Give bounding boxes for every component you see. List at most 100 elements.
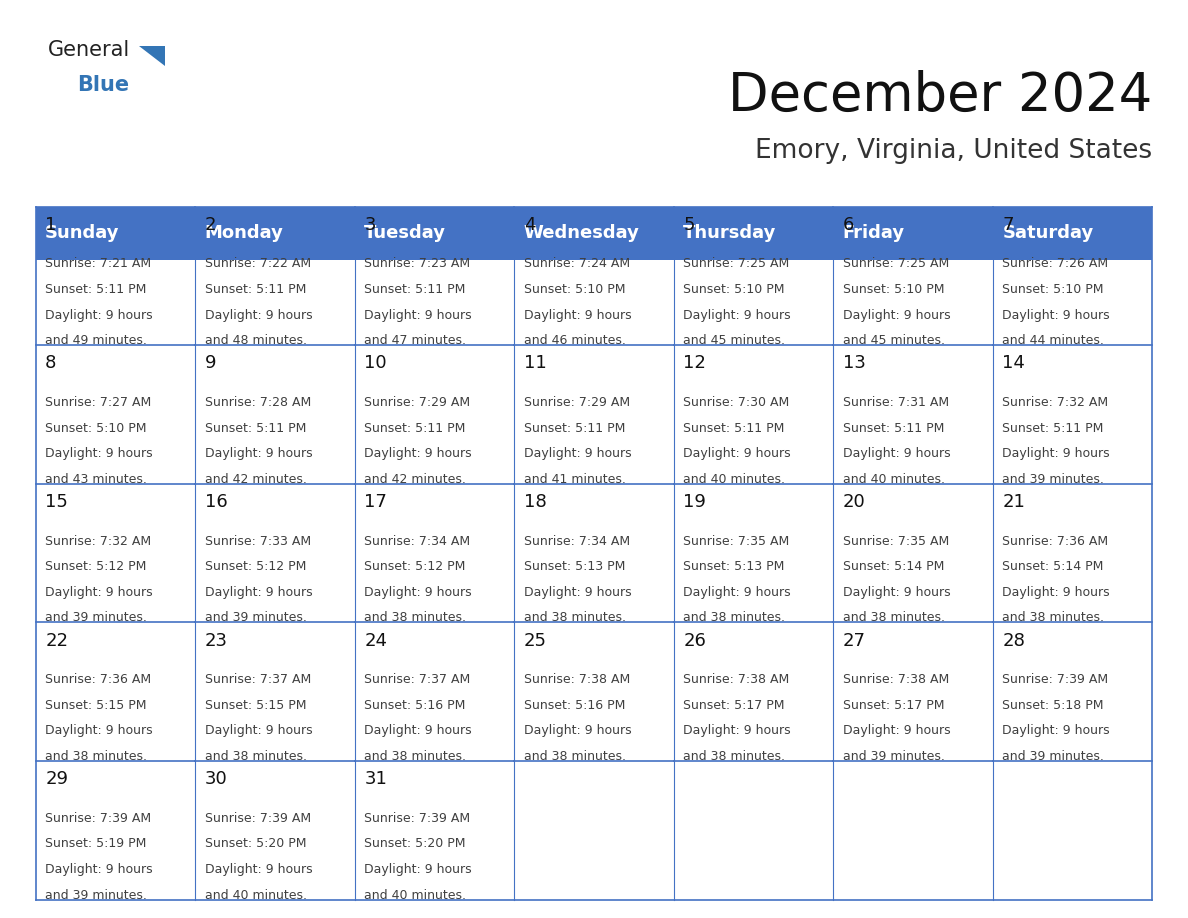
Text: 13: 13: [842, 354, 866, 373]
Text: Sunset: 5:15 PM: Sunset: 5:15 PM: [45, 699, 146, 711]
Text: and 42 minutes.: and 42 minutes.: [365, 473, 466, 486]
Text: Sunrise: 7:32 AM: Sunrise: 7:32 AM: [45, 534, 151, 547]
Text: Sunset: 5:20 PM: Sunset: 5:20 PM: [365, 837, 466, 850]
Text: Daylight: 9 hours: Daylight: 9 hours: [1003, 724, 1110, 737]
Text: Sunset: 5:15 PM: Sunset: 5:15 PM: [204, 699, 307, 711]
Text: Sunrise: 7:39 AM: Sunrise: 7:39 AM: [365, 812, 470, 824]
Text: Sunrise: 7:36 AM: Sunrise: 7:36 AM: [1003, 534, 1108, 547]
Text: Sunset: 5:17 PM: Sunset: 5:17 PM: [842, 699, 944, 711]
Text: and 41 minutes.: and 41 minutes.: [524, 473, 626, 486]
Text: Sunset: 5:19 PM: Sunset: 5:19 PM: [45, 837, 146, 850]
Text: 6: 6: [842, 216, 854, 234]
Text: and 38 minutes.: and 38 minutes.: [842, 611, 944, 624]
Text: and 38 minutes.: and 38 minutes.: [365, 611, 466, 624]
Text: Sunrise: 7:38 AM: Sunrise: 7:38 AM: [842, 673, 949, 686]
Text: Sunrise: 7:37 AM: Sunrise: 7:37 AM: [365, 673, 470, 686]
Bar: [993, 761, 1152, 900]
Bar: [833, 761, 993, 900]
Text: and 39 minutes.: and 39 minutes.: [204, 611, 307, 624]
Text: Daylight: 9 hours: Daylight: 9 hours: [365, 586, 472, 599]
Text: Sunrise: 7:35 AM: Sunrise: 7:35 AM: [842, 534, 949, 547]
Bar: [833, 484, 993, 622]
Text: Sunrise: 7:38 AM: Sunrise: 7:38 AM: [683, 673, 790, 686]
Text: Sunrise: 7:36 AM: Sunrise: 7:36 AM: [45, 673, 151, 686]
Text: Sunset: 5:17 PM: Sunset: 5:17 PM: [683, 699, 785, 711]
Text: and 38 minutes.: and 38 minutes.: [45, 750, 147, 763]
Bar: [993, 484, 1152, 622]
Text: 12: 12: [683, 354, 706, 373]
Text: and 48 minutes.: and 48 minutes.: [204, 334, 307, 347]
Text: Sunrise: 7:34 AM: Sunrise: 7:34 AM: [524, 534, 630, 547]
Bar: [993, 345, 1152, 484]
Text: Daylight: 9 hours: Daylight: 9 hours: [45, 724, 153, 737]
Text: 23: 23: [204, 632, 228, 650]
Text: Sunrise: 7:39 AM: Sunrise: 7:39 AM: [1003, 673, 1108, 686]
Text: Daylight: 9 hours: Daylight: 9 hours: [524, 586, 631, 599]
Text: Sunrise: 7:26 AM: Sunrise: 7:26 AM: [1003, 257, 1108, 270]
Text: Daylight: 9 hours: Daylight: 9 hours: [683, 447, 791, 460]
Text: Sunrise: 7:25 AM: Sunrise: 7:25 AM: [842, 257, 949, 270]
Text: Daylight: 9 hours: Daylight: 9 hours: [365, 447, 472, 460]
Text: Sunrise: 7:37 AM: Sunrise: 7:37 AM: [204, 673, 311, 686]
Text: and 38 minutes.: and 38 minutes.: [1003, 611, 1105, 624]
Text: Sunset: 5:11 PM: Sunset: 5:11 PM: [365, 283, 466, 296]
Text: Sunrise: 7:29 AM: Sunrise: 7:29 AM: [365, 396, 470, 409]
Text: and 38 minutes.: and 38 minutes.: [524, 611, 626, 624]
Text: Sunset: 5:11 PM: Sunset: 5:11 PM: [683, 421, 784, 434]
Bar: [674, 345, 833, 484]
Text: Sunrise: 7:33 AM: Sunrise: 7:33 AM: [204, 534, 311, 547]
Bar: [833, 345, 993, 484]
Text: 5: 5: [683, 216, 695, 234]
Text: and 38 minutes.: and 38 minutes.: [683, 611, 785, 624]
Text: Daylight: 9 hours: Daylight: 9 hours: [683, 724, 791, 737]
Text: Sunset: 5:13 PM: Sunset: 5:13 PM: [683, 560, 784, 573]
Bar: [355, 761, 514, 900]
Text: Daylight: 9 hours: Daylight: 9 hours: [204, 447, 312, 460]
Text: 18: 18: [524, 493, 546, 511]
Text: Sunrise: 7:34 AM: Sunrise: 7:34 AM: [365, 534, 470, 547]
Text: 26: 26: [683, 632, 706, 650]
Bar: [195, 207, 355, 345]
Text: Sunrise: 7:23 AM: Sunrise: 7:23 AM: [365, 257, 470, 270]
Text: 30: 30: [204, 770, 227, 789]
Text: and 43 minutes.: and 43 minutes.: [45, 473, 147, 486]
Bar: [674, 622, 833, 761]
Text: Daylight: 9 hours: Daylight: 9 hours: [45, 447, 153, 460]
Text: 31: 31: [365, 770, 387, 789]
Text: Sunset: 5:11 PM: Sunset: 5:11 PM: [204, 421, 307, 434]
Text: Sunrise: 7:22 AM: Sunrise: 7:22 AM: [204, 257, 311, 270]
Text: 9: 9: [204, 354, 216, 373]
Bar: [674, 207, 833, 345]
Bar: [514, 345, 674, 484]
Text: General: General: [48, 40, 129, 61]
Bar: [355, 345, 514, 484]
Bar: [195, 622, 355, 761]
Text: Sunrise: 7:29 AM: Sunrise: 7:29 AM: [524, 396, 630, 409]
Text: 11: 11: [524, 354, 546, 373]
Bar: [355, 622, 514, 761]
Text: Sunset: 5:12 PM: Sunset: 5:12 PM: [204, 560, 307, 573]
Text: 15: 15: [45, 493, 68, 511]
Bar: [514, 207, 674, 345]
Text: Daylight: 9 hours: Daylight: 9 hours: [524, 447, 631, 460]
Text: Sunset: 5:11 PM: Sunset: 5:11 PM: [204, 283, 307, 296]
Text: 8: 8: [45, 354, 57, 373]
Text: and 40 minutes.: and 40 minutes.: [365, 889, 466, 901]
Bar: [36, 622, 195, 761]
Text: Sunset: 5:10 PM: Sunset: 5:10 PM: [45, 421, 146, 434]
Text: Sunrise: 7:30 AM: Sunrise: 7:30 AM: [683, 396, 790, 409]
Text: Sunset: 5:14 PM: Sunset: 5:14 PM: [842, 560, 944, 573]
Text: Daylight: 9 hours: Daylight: 9 hours: [683, 586, 791, 599]
Text: Sunrise: 7:35 AM: Sunrise: 7:35 AM: [683, 534, 790, 547]
Text: Sunset: 5:10 PM: Sunset: 5:10 PM: [1003, 283, 1104, 296]
Text: Sunrise: 7:32 AM: Sunrise: 7:32 AM: [1003, 396, 1108, 409]
Text: 17: 17: [365, 493, 387, 511]
Text: Sunrise: 7:38 AM: Sunrise: 7:38 AM: [524, 673, 630, 686]
Text: Sunrise: 7:31 AM: Sunrise: 7:31 AM: [842, 396, 949, 409]
Text: Daylight: 9 hours: Daylight: 9 hours: [842, 308, 950, 321]
Bar: [195, 761, 355, 900]
Text: Sunset: 5:13 PM: Sunset: 5:13 PM: [524, 560, 625, 573]
Text: Daylight: 9 hours: Daylight: 9 hours: [1003, 308, 1110, 321]
Text: 27: 27: [842, 632, 866, 650]
Text: 25: 25: [524, 632, 546, 650]
